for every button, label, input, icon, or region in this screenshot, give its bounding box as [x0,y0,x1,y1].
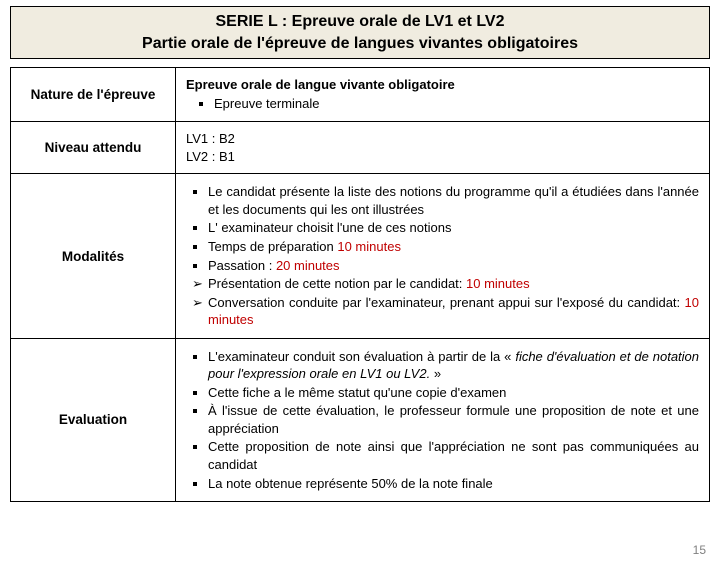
modalites-a1-red: 10 minutes [466,276,530,291]
modalites-b4: Passation : 20 minutes [208,257,699,275]
header-line1: SERIE L : Epreuve orale de LV1 et LV2 [216,13,505,30]
label-niveau: Niveau attendu [11,122,176,174]
evaluation-b4: Cette proposition de note ainsi que l'ap… [208,438,699,473]
niveau-line2: LV2 : B1 [186,148,699,166]
modalites-b1: Le candidat présente la liste des notion… [208,183,699,218]
content-nature: Epreuve orale de langue vivante obligato… [176,68,710,122]
evaluation-b3: À l'issue de cette évaluation, le profes… [208,402,699,437]
page-number: 15 [693,543,706,557]
main-table: Nature de l'épreuve Epreuve orale de lan… [10,67,710,502]
header-line2: Partie orale de l'épreuve de langues viv… [142,35,578,52]
evaluation-b2: Cette fiche a le même statut qu'une copi… [208,384,699,402]
content-niveau: LV1 : B2 LV2 : B1 [176,122,710,174]
modalites-b3: Temps de préparation 10 minutes [208,238,699,256]
row-nature: Nature de l'épreuve Epreuve orale de lan… [11,68,710,122]
header: SERIE L : Epreuve orale de LV1 et LV2 Pa… [10,6,710,59]
modalites-a1: Présentation de cette notion par le cand… [192,275,699,293]
modalites-a2: Conversation conduite par l'examinateur,… [192,294,699,329]
row-modalites: Modalités Le candidat présente la liste … [11,174,710,338]
row-evaluation: Evaluation L'examinateur conduit son éva… [11,338,710,501]
nature-bullet: Epreuve terminale [214,95,699,113]
niveau-line1: LV1 : B2 [186,130,699,148]
content-evaluation: L'examinateur conduit son évaluation à p… [176,338,710,501]
label-nature: Nature de l'épreuve [11,68,176,122]
label-evaluation: Evaluation [11,338,176,501]
label-modalites: Modalités [11,174,176,338]
modalites-b2: L' examinateur choisit l'une de ces noti… [208,219,699,237]
evaluation-b5: La note obtenue représente 50% de la not… [208,475,699,493]
content-modalites: Le candidat présente la liste des notion… [176,174,710,338]
row-niveau: Niveau attendu LV1 : B2 LV2 : B1 [11,122,710,174]
modalites-b3-red: 10 minutes [337,239,401,254]
modalites-b4-red: 20 minutes [276,258,340,273]
evaluation-b1: L'examinateur conduit son évaluation à p… [208,348,699,383]
nature-title: Epreuve orale de langue vivante obligato… [186,76,699,94]
